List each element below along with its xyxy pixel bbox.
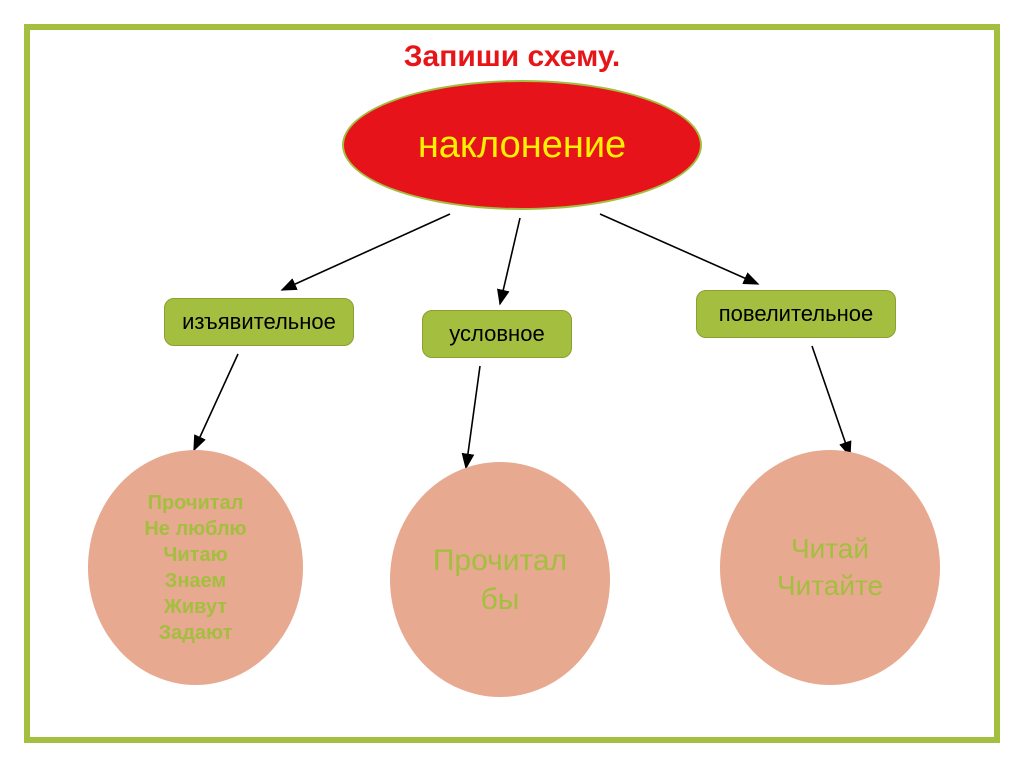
box-label: условное xyxy=(449,321,544,347)
box-label: повелительное xyxy=(719,301,873,327)
box-label: изъявительное xyxy=(182,309,336,335)
leaf-imperative: Читай Читайте xyxy=(720,450,940,685)
root-label: наклонение xyxy=(418,124,626,167)
page-title: Запиши схему. xyxy=(404,40,621,74)
box-conditional: условное xyxy=(422,310,572,358)
root-node: наклонение xyxy=(342,80,702,210)
leaf-text: ПрочиталНе люблюЧитаюЗнаемЖивутЗадают xyxy=(144,490,246,646)
box-imperative: повелительное xyxy=(696,290,896,338)
outer-frame: Запиши схему. наклонение изъявительное у… xyxy=(24,24,1000,743)
leaf-text: Читай Читайте xyxy=(777,531,883,604)
box-indicative: изъявительное xyxy=(164,298,354,346)
leaf-conditional: Прочитал бы xyxy=(390,462,610,697)
leaf-indicative: ПрочиталНе люблюЧитаюЗнаемЖивутЗадают xyxy=(88,450,303,685)
leaf-text: Прочитал бы xyxy=(433,541,567,619)
